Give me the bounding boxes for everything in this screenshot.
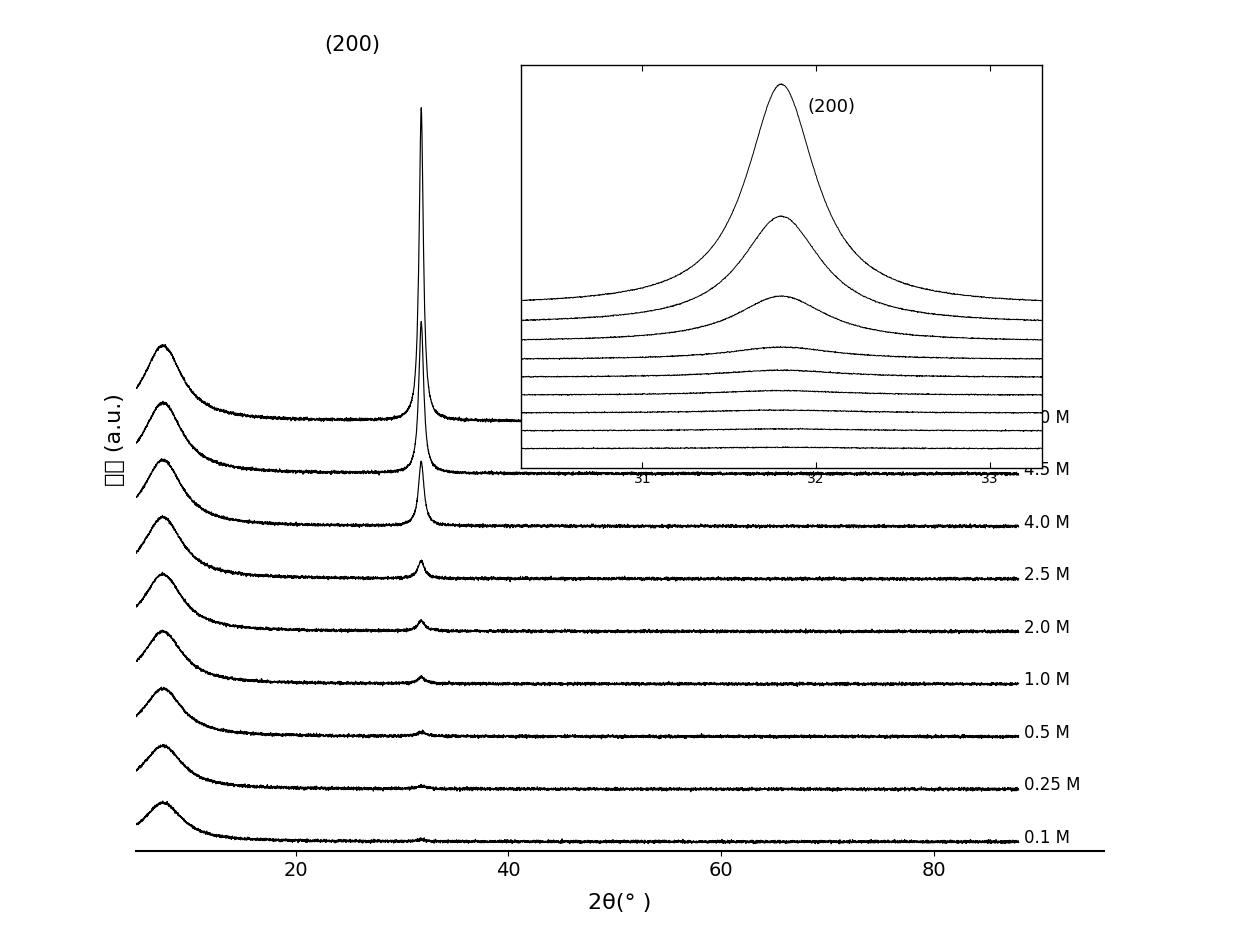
Text: 0.1 M: 0.1 M [1024,829,1070,847]
Text: 2.0 M: 2.0 M [1024,619,1070,637]
Text: 0.5 M: 0.5 M [1024,724,1070,741]
Text: 4.5 M: 4.5 M [1024,461,1070,479]
Text: (200): (200) [807,97,856,116]
Text: (200): (200) [324,36,381,55]
Text: 2.5 M: 2.5 M [1024,567,1070,584]
X-axis label: 2θ(° ): 2θ(° ) [588,894,652,913]
Text: 1.0 M: 1.0 M [1024,671,1070,689]
Text: 0.25 M: 0.25 M [1024,776,1080,795]
Text: 5.0 M: 5.0 M [1024,409,1070,426]
Text: (400): (400) [732,340,784,359]
Y-axis label: 强度 (a.u.): 强度 (a.u.) [105,393,125,486]
Text: 4.0 M: 4.0 M [1024,513,1070,532]
